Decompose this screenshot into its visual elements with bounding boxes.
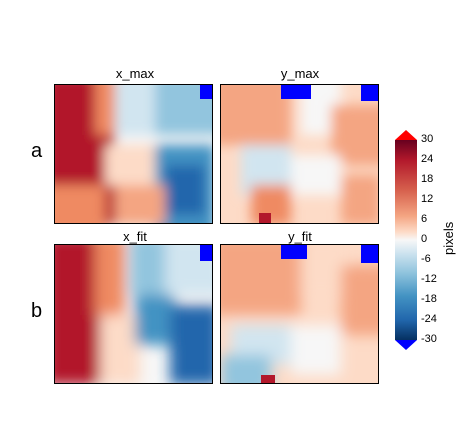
colorbar-tick-label: -24 bbox=[421, 313, 437, 325]
colorbar-tick-label: 0 bbox=[421, 233, 428, 245]
heatmap-y-fit-svg bbox=[221, 245, 378, 383]
row-label-a: a bbox=[31, 140, 43, 162]
heatmap-y-fit bbox=[220, 244, 379, 384]
colorbar-tick-label: 6 bbox=[421, 213, 428, 225]
colorbar-tick-label: -6 bbox=[421, 253, 431, 265]
colorbar-under-triangle bbox=[395, 340, 417, 350]
panel-title-x-fit: x_fit bbox=[123, 229, 147, 244]
heatmap-y-max bbox=[220, 84, 379, 224]
colorbar-over-triangle bbox=[395, 130, 417, 140]
colorbar-tick-label: 24 bbox=[421, 153, 434, 165]
heatmap-x-max-svg bbox=[55, 85, 212, 223]
row-label-b: b bbox=[31, 300, 43, 322]
colorbar-tick-label: 12 bbox=[421, 193, 434, 205]
panel-title-y-fit: y_fit bbox=[288, 229, 312, 244]
heatmap-x-max bbox=[54, 84, 213, 224]
colorbar-tick-label: -30 bbox=[421, 333, 437, 345]
heatmap-x-fit bbox=[54, 244, 213, 384]
colorbar-gradient bbox=[395, 140, 417, 340]
colorbar bbox=[395, 130, 417, 350]
colorbar-label: pixels bbox=[441, 221, 456, 255]
colorbar-tick-label: -18 bbox=[421, 293, 437, 305]
panel-title-x-max: x_max bbox=[115, 66, 155, 81]
colorbar-tick-label: -12 bbox=[421, 273, 437, 285]
colorbar-svg bbox=[395, 130, 417, 350]
panel-title-y-max: y_max bbox=[280, 66, 320, 81]
colorbar-tick-label: 18 bbox=[421, 173, 434, 185]
colorbar-tick-label: 30 bbox=[421, 133, 434, 145]
heatmap-x-fit-svg bbox=[55, 245, 212, 383]
heatmap-y-max-svg bbox=[221, 85, 378, 223]
